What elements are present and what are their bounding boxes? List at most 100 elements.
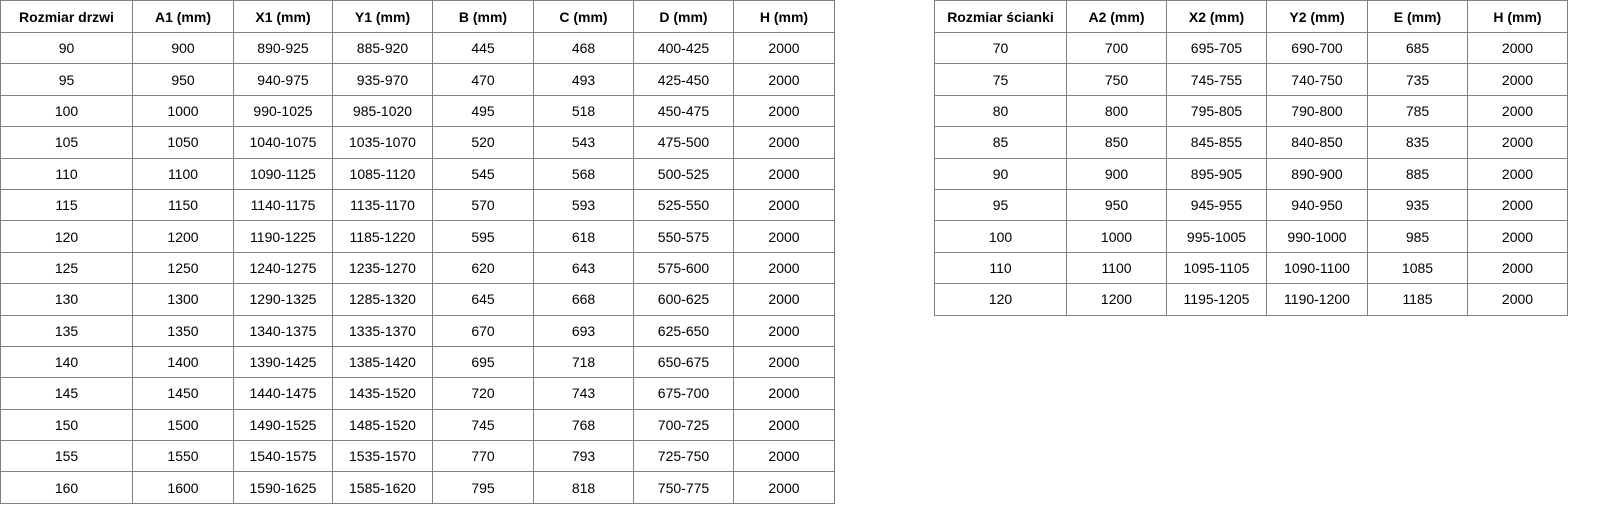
table-cell: 518: [533, 94, 634, 128]
table-cell: 750-775: [633, 471, 734, 504]
table-cell: 75: [934, 63, 1067, 96]
table-cell: 885-920: [332, 31, 433, 65]
table-cell: 620: [432, 251, 534, 285]
table-cell: 950: [132, 63, 234, 96]
table-row: 100 1000 995-1005 990-1000 985 2000: [934, 220, 1568, 253]
table-cell: 2000: [733, 220, 835, 253]
table-cell: 160: [0, 471, 133, 504]
table-cell: 525-550: [633, 188, 734, 222]
table-cell: 120: [934, 283, 1067, 316]
table-cell: 1190-1200: [1266, 283, 1368, 316]
table-cell: 468: [533, 31, 634, 65]
table-row: 110 1100 1090-1125 1085-1120 545 568 500-525 20…: [0, 157, 835, 190]
table-cell: 985-1020: [332, 94, 433, 128]
table-row: 115 1150 1140-1175 1135-1170 570 593 525-550 20…: [0, 188, 835, 222]
table-cell: 125: [0, 251, 133, 285]
table-cell: 700: [1066, 31, 1167, 65]
table-cell: 1095-1105: [1166, 251, 1267, 285]
table-cell: 890-900: [1266, 157, 1368, 190]
table-cell: 100: [934, 220, 1067, 253]
table-cell: 110: [934, 251, 1067, 285]
table-cell: 2000: [733, 63, 835, 96]
table-cell: 945-955: [1166, 188, 1267, 222]
table-cell: 135: [0, 314, 133, 347]
table-row: 105 1050 1040-1075 1035-1070 520 543 475-500 20…: [0, 126, 835, 159]
table-cell: 845-855: [1166, 126, 1267, 159]
table-cell: 1240-1275: [233, 251, 333, 285]
table-cell: 743: [533, 377, 634, 410]
table-cell: 695: [432, 345, 534, 379]
table-cell: 1600: [132, 471, 234, 504]
table-cell: 950: [1066, 188, 1167, 222]
table-cell: 1300: [132, 283, 234, 316]
table-cell: 1590-1625: [233, 471, 333, 504]
table-cell: 1140-1175: [233, 188, 333, 222]
table-cell: 2000: [733, 440, 835, 473]
table-cell: 1285-1320: [332, 283, 433, 316]
table-cell: 2000: [733, 251, 835, 285]
table-cell: 2000: [1467, 251, 1568, 285]
table-cell: 70: [934, 31, 1067, 65]
table-cell: 770: [432, 440, 534, 473]
table-cell: 140: [0, 345, 133, 379]
table-cell: 1290-1325: [233, 283, 333, 316]
table-cell: 900: [132, 31, 234, 65]
table-row: 95 950 940-975 935-970 470 493 425-450 2000: [0, 63, 835, 96]
table-cell: 1235-1270: [332, 251, 433, 285]
table-cell: 790-800: [1266, 94, 1368, 128]
table-cell: 618: [533, 220, 634, 253]
table-cell: 90: [934, 157, 1067, 190]
table-cell: 690-700: [1266, 31, 1368, 65]
table-row: 125 1250 1240-1275 1235-1270 620 643 575-600 20…: [0, 251, 835, 285]
table-cell: 935-970: [332, 63, 433, 96]
table-cell: 1085: [1367, 251, 1468, 285]
table-cell: 1150: [132, 188, 234, 222]
table-row: 120 1200 1190-1225 1185-1220 595 618 550-575 20…: [0, 220, 835, 253]
table-cell: 1450: [132, 377, 234, 410]
table-cell: 1435-1520: [332, 377, 433, 410]
table-cell: 110: [0, 157, 133, 190]
table-cell: 475-500: [633, 126, 734, 159]
table-cell: 2000: [733, 408, 835, 442]
table-cell: 1385-1420: [332, 345, 433, 379]
table-cell: 2000: [1467, 283, 1568, 316]
table-cell: 935: [1367, 188, 1468, 222]
table-cell: 2000: [733, 283, 835, 316]
table-row: 155 1550 1540-1575 1535-1570 770 793 725-750 20…: [0, 440, 835, 473]
table-cell: 543: [533, 126, 634, 159]
table-cell: 768: [533, 408, 634, 442]
table-cell: 145: [0, 377, 133, 410]
table-cell: 1085-1120: [332, 157, 433, 190]
table-cell: 500-525: [633, 157, 734, 190]
table-cell: 2000: [733, 94, 835, 128]
table-row: 110 1100 1095-1105 1090-1100 1085 2000: [934, 251, 1568, 285]
table-cell: 700-725: [633, 408, 734, 442]
table-cell: 90: [0, 31, 133, 65]
table-cell: 990-1025: [233, 94, 333, 128]
column-header: X1 (mm): [233, 0, 333, 33]
table-cell: 1040-1075: [233, 126, 333, 159]
table-cell: 1200: [132, 220, 234, 253]
table-cell: 1200: [1066, 283, 1167, 316]
table-cell: 1050: [132, 126, 234, 159]
table-cell: 2000: [733, 471, 835, 504]
table-cell: 625-650: [633, 314, 734, 347]
table-cell: 445: [432, 31, 534, 65]
table-row: 120 1200 1195-1205 1190-1200 1185 2000: [934, 283, 1568, 316]
table-cell: 570: [432, 188, 534, 222]
column-header: A2 (mm): [1066, 0, 1167, 33]
table-cell: 1585-1620: [332, 471, 433, 504]
table-cell: 693: [533, 314, 634, 347]
table-cell: 670: [432, 314, 534, 347]
table-row: 135 1350 1340-1375 1335-1370 670 693 625-650 20…: [0, 314, 835, 347]
table-cell: 425-450: [633, 63, 734, 96]
table-cell: 793: [533, 440, 634, 473]
table-cell: 840-850: [1266, 126, 1368, 159]
table-cell: 1135-1170: [332, 188, 433, 222]
table-cell: 650-675: [633, 345, 734, 379]
column-header: H (mm): [1467, 0, 1568, 33]
table-cell: 2000: [1467, 63, 1568, 96]
table-cell: 1185-1220: [332, 220, 433, 253]
table-cell: 643: [533, 251, 634, 285]
column-header: A1 (mm): [132, 0, 234, 33]
